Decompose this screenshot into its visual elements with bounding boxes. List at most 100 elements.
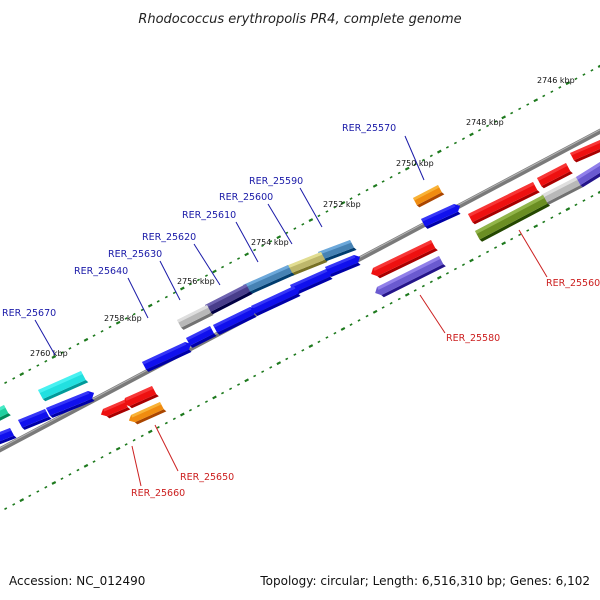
scale-tick xyxy=(501,241,507,246)
scale-tick xyxy=(397,297,401,301)
scale-tick xyxy=(156,426,160,429)
scale-tick xyxy=(533,224,539,229)
scale-tick xyxy=(132,438,136,442)
scale-tick xyxy=(196,404,200,408)
scale-tick xyxy=(542,220,546,224)
reverse-scale-ticks xyxy=(4,190,600,510)
scale-tick xyxy=(76,342,80,346)
scale-tick xyxy=(68,473,72,476)
gene-feature xyxy=(290,269,333,295)
scale-tick xyxy=(156,300,160,303)
scale-tick xyxy=(269,240,273,243)
scale-tick xyxy=(436,149,442,154)
scale-tick xyxy=(221,391,225,395)
gene-labels: RER_25570 RER_25590 RER_25600 RER_25610 … xyxy=(2,123,600,499)
gene-label-reverse: RER_25660 xyxy=(131,488,185,499)
scale-tick xyxy=(550,90,554,94)
scale-tick xyxy=(381,306,385,309)
scale-label: 2758 kbp xyxy=(104,314,142,323)
gene-feature xyxy=(213,307,257,335)
gene-feature xyxy=(537,163,573,189)
gene-feature xyxy=(375,256,446,298)
gene-feature xyxy=(123,386,159,409)
gene-feature xyxy=(576,162,600,188)
scale-tick xyxy=(19,372,25,377)
gene-feature xyxy=(177,305,214,330)
scale-tick xyxy=(574,77,578,81)
scale-tick xyxy=(325,336,329,339)
gene-feature xyxy=(243,265,295,295)
scale-tick xyxy=(108,451,112,455)
scale-tick xyxy=(478,128,482,132)
scale-tick xyxy=(518,233,522,237)
accession-text: Accession: NC_012490 xyxy=(9,574,146,588)
scale-tick xyxy=(317,214,321,218)
scale-tick xyxy=(83,337,89,342)
gene-feature xyxy=(186,326,217,348)
scale-tick xyxy=(518,107,522,111)
scale-tick xyxy=(172,417,176,421)
scale-tick xyxy=(60,477,64,481)
scale-tick xyxy=(582,73,586,76)
gene-label-reverse: RER_25560 xyxy=(546,278,600,289)
scale-tick xyxy=(357,193,361,196)
scale-tick xyxy=(204,400,208,404)
scale-tick xyxy=(115,320,121,325)
scale-tick xyxy=(565,81,571,86)
scale-tick xyxy=(293,353,297,356)
scale-tick xyxy=(308,218,314,222)
scale-tick xyxy=(44,359,48,363)
scale-tick xyxy=(229,387,233,391)
gene-label-forward: RER_25610 xyxy=(182,210,236,221)
scale-tick xyxy=(558,86,562,89)
gene-feature xyxy=(475,195,551,242)
scale-tick xyxy=(526,103,530,106)
gene-label-reverse: RER_25650 xyxy=(180,472,234,483)
scale-tick xyxy=(253,374,257,378)
forward-scale-ticks xyxy=(4,64,600,384)
scale-tick xyxy=(204,274,208,278)
scale-tick xyxy=(501,115,507,120)
label-leaders xyxy=(34,135,548,487)
scale-tick xyxy=(261,370,265,374)
scale-tick xyxy=(244,252,250,257)
scale-tick xyxy=(365,188,369,192)
scale-tick xyxy=(413,289,417,292)
scale-tick xyxy=(293,227,297,230)
scale-tick xyxy=(340,200,346,205)
scale-tick xyxy=(308,344,314,348)
gene-feature xyxy=(128,402,167,425)
scale-tick xyxy=(196,278,200,282)
gene-feature xyxy=(286,252,328,276)
scale-tick xyxy=(445,145,449,149)
gene-feature xyxy=(325,255,361,277)
scale-label: 2750 kbp xyxy=(396,159,434,168)
scale-tick xyxy=(558,212,562,215)
scale-tick xyxy=(164,421,168,425)
scale-tick xyxy=(12,503,16,506)
scale-tick xyxy=(44,485,48,489)
scale-tick xyxy=(269,366,273,369)
gene-feature xyxy=(371,240,438,279)
gene-label-forward: RER_25640 xyxy=(74,266,128,277)
scale-label: 2748 kbp xyxy=(466,118,504,127)
gene-label-forward: RER_25570 xyxy=(342,123,396,134)
scale-tick xyxy=(413,163,417,166)
scale-tick xyxy=(51,355,57,359)
scale-tick xyxy=(221,265,225,269)
scale-tick xyxy=(140,434,144,438)
gene-label-forward: RER_25590 xyxy=(249,176,303,187)
scale-tick xyxy=(76,468,80,472)
scale-tick xyxy=(19,498,25,503)
scale-tick xyxy=(253,248,257,252)
scale-tick xyxy=(244,378,250,383)
scale-tick xyxy=(372,309,378,314)
scale-tick xyxy=(237,257,241,260)
scale-tick xyxy=(276,361,282,366)
scale-tick xyxy=(212,395,217,400)
scale-tick xyxy=(92,334,96,337)
scale-label: 2754 kbp xyxy=(251,238,289,247)
scale-tick xyxy=(325,210,329,213)
scale-tick xyxy=(404,166,410,171)
